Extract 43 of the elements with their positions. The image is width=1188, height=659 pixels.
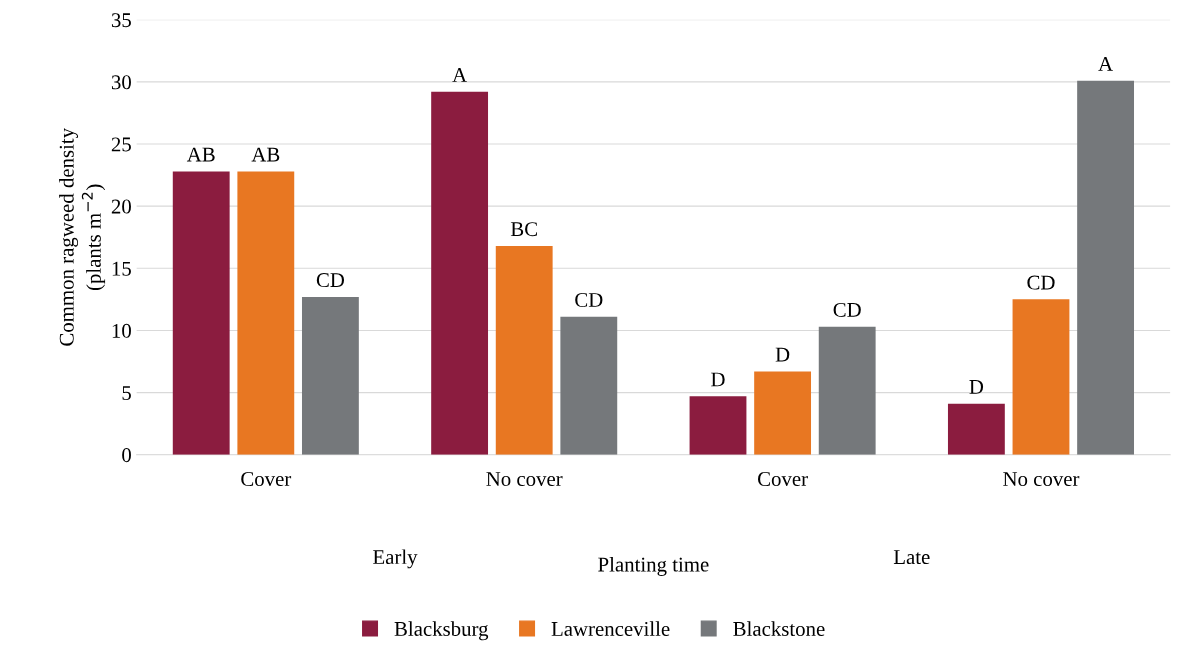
data-label: CD (575, 292, 603, 307)
bar (754, 371, 812, 455)
y-tick-label: 20 (111, 199, 131, 214)
data-label: BC (510, 222, 537, 237)
y-tick-label: 0 (122, 448, 131, 463)
bar (495, 245, 553, 455)
x-tick-label: No cover (1003, 472, 1080, 487)
y-tick-label: 25 (111, 137, 131, 152)
y-tick-label: 10 (112, 323, 131, 338)
data-label: D (969, 380, 984, 394)
legend-label: Lawrenceville (551, 621, 670, 636)
y-tick-label: 35 (111, 13, 131, 28)
data-label: A (1098, 56, 1113, 71)
bar (237, 171, 295, 455)
x-tick-label: Cover (241, 472, 292, 487)
data-label: CD (1027, 275, 1055, 290)
bar (1077, 80, 1135, 455)
data-label: D (711, 372, 725, 387)
text: Early (373, 549, 418, 569)
y-tick-label: 30 (111, 75, 131, 90)
data-label: D (775, 347, 790, 362)
y-tick-label: 5 (122, 386, 131, 401)
x-axis-title: Planting time (598, 556, 709, 576)
legend-label: Blacksburg (394, 621, 489, 641)
bar (301, 296, 359, 455)
data-label: AB (186, 147, 215, 162)
y-axis-title: Common ragweed density (plants m$^{−2}$) (59, 127, 106, 346)
data-label: A (452, 68, 467, 82)
text: Late (893, 550, 930, 565)
x-tick-label: Cover (757, 472, 808, 487)
bar (818, 326, 876, 455)
legend-label: Blackstone (733, 621, 825, 636)
bar (1012, 299, 1070, 455)
bar (431, 91, 489, 455)
x-tick-label: No cover (486, 472, 563, 487)
y-tick-label: 15 (112, 261, 131, 276)
bar (689, 396, 747, 455)
data-label: CD (833, 302, 861, 317)
data-label: AB (251, 147, 280, 162)
bar (172, 171, 230, 455)
data-label: CD (316, 273, 345, 288)
bar (947, 403, 1005, 455)
bar (560, 316, 618, 455)
